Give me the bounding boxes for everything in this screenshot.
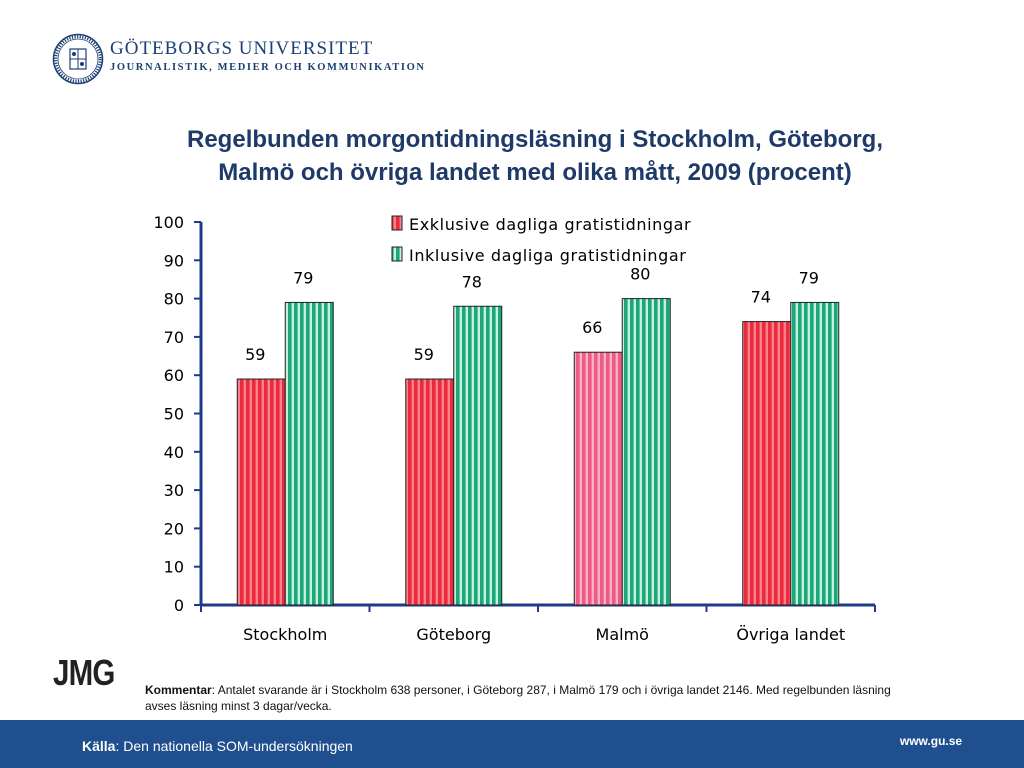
y-tick-label: 100 (153, 213, 184, 232)
legend-label: Inklusive dagliga gratistidningar (409, 246, 686, 265)
data-label: 80 (630, 265, 650, 284)
data-label: 74 (751, 288, 771, 307)
data-label: 59 (414, 345, 434, 364)
data-label: 78 (462, 272, 482, 291)
chart-comment: Kommentar: Antalet svarande är i Stockho… (145, 682, 905, 714)
comment-label: Kommentar (145, 683, 212, 697)
y-tick-label: 0 (174, 596, 184, 615)
data-label: 59 (245, 345, 265, 364)
website-link[interactable]: www.gu.se (899, 734, 963, 748)
footer-bar (0, 720, 1024, 768)
y-tick-label: 30 (164, 481, 184, 500)
y-tick-label: 80 (164, 290, 184, 309)
source-text: : Den nationella SOM-undersökningen (115, 738, 353, 754)
source-label: Källa (82, 738, 116, 754)
legend-swatch (391, 246, 403, 262)
bar-chart: 0 10 20 30 40 50 60 70 80 90 100 Stockholm Göteborg M… (153, 213, 876, 644)
y-tick-label: 10 (164, 558, 184, 577)
y-tick-label: 40 (164, 443, 184, 462)
bar-exklusive-2 (573, 351, 623, 606)
bar-inklusive-3 (790, 301, 840, 606)
university-name: GÖTEBORGS UNIVERSITET (110, 38, 374, 59)
title-line-1: Regelbunden morgontidningsläsning i Stoc… (187, 126, 883, 153)
jmg-logo: JMG (53, 652, 115, 693)
comment-text: : Antalet svarande är i Stockholm 638 pe… (145, 683, 891, 713)
data-label: 79 (799, 268, 819, 287)
university-seal-icon (52, 33, 104, 85)
bar-exklusive-1 (405, 378, 455, 606)
legend-label: Exklusive dagliga gratistidningar (409, 215, 691, 234)
bar-exklusive-3 (742, 321, 792, 606)
y-tick-label: 50 (164, 405, 184, 424)
title-line-2: Malmö och övriga landet med olika mått, … (218, 159, 852, 186)
y-tick-label: 90 (164, 251, 184, 270)
y-tick-label: 60 (164, 366, 184, 385)
x-tick-label: Övriga landet (736, 625, 845, 644)
department-name: JOURNALISTIK, MEDIER OCH KOMMUNIKATION (110, 62, 426, 73)
x-tick-label: Malmö (596, 625, 649, 644)
data-label: 66 (582, 318, 602, 337)
y-tick-label: 20 (164, 519, 184, 538)
data-label: 79 (293, 268, 313, 287)
y-tick-label: 70 (164, 328, 184, 347)
x-tick-label: Göteborg (416, 625, 491, 644)
source-note: Källa: Den nationella SOM-undersökningen (82, 738, 353, 754)
bar-inklusive-1 (453, 305, 503, 606)
page-title: Regelbunden morgontidningsläsning i Stoc… (60, 123, 1010, 189)
bar-inklusive-0 (284, 301, 334, 606)
bar-exklusive-0 (236, 378, 286, 606)
legend-swatch (391, 215, 403, 231)
x-tick-label: Stockholm (243, 625, 327, 644)
bar-inklusive-2 (621, 298, 671, 606)
